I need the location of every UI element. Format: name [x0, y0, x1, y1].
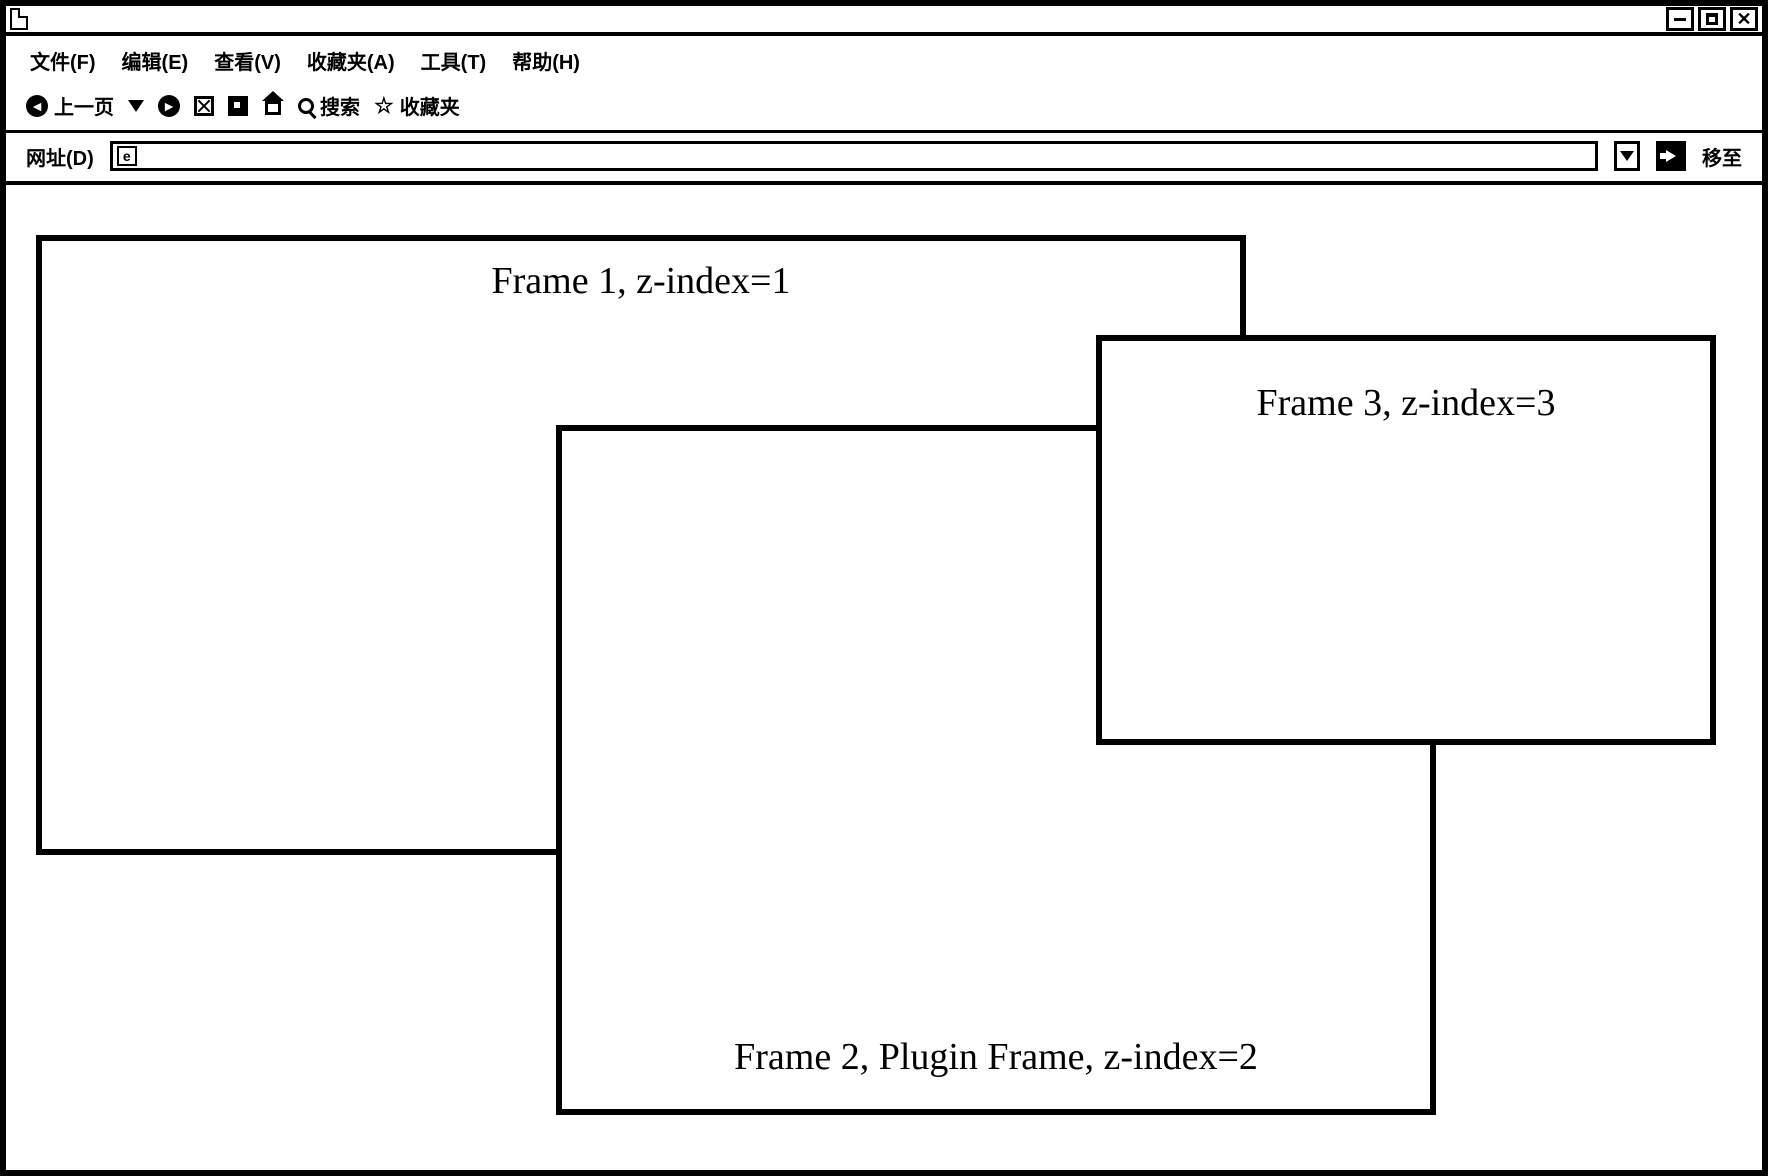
forward-button[interactable]: ► — [158, 95, 180, 117]
tool-bar: ◄ 上一页 ► 搜索 ☆ 收藏夹 — [6, 85, 1762, 133]
back-label: 上一页 — [54, 91, 114, 120]
stop-icon — [194, 96, 214, 116]
menu-favorites[interactable]: 收藏夹(A) — [307, 46, 395, 75]
favorites-button[interactable]: ☆ 收藏夹 — [374, 91, 460, 120]
back-button[interactable]: ◄ 上一页 — [26, 91, 114, 120]
stop-button[interactable] — [194, 96, 214, 116]
page-icon — [10, 8, 28, 30]
search-button[interactable]: 搜索 — [298, 91, 360, 120]
forward-icon: ► — [158, 95, 180, 117]
chevron-down-icon — [1620, 151, 1634, 161]
address-input[interactable] — [143, 144, 1591, 168]
address-label: 网址(D) — [26, 142, 94, 171]
menu-bar: 文件(F) 编辑(E) 查看(V) 收藏夹(A) 工具(T) 帮助(H) — [6, 36, 1762, 85]
frame-1-label: Frame 1, z-index=1 — [492, 260, 791, 302]
frame-2-label: Frame 2, Plugin Frame, z-index=2 — [734, 1035, 1258, 1079]
menu-file[interactable]: 文件(F) — [30, 46, 96, 75]
home-icon — [262, 97, 284, 115]
page-viewport: Frame 1, z-index=1 Frame 2, Plugin Frame… — [6, 185, 1762, 1167]
address-bar: 网址(D) e 移至 — [6, 133, 1762, 185]
menu-help[interactable]: 帮助(H) — [512, 46, 580, 75]
refresh-button[interactable] — [228, 96, 248, 116]
frame-3-label: Frame 3, z-index=3 — [1257, 382, 1556, 424]
maximize-button[interactable] — [1698, 7, 1726, 31]
menu-edit[interactable]: 编辑(E) — [122, 46, 189, 75]
star-icon: ☆ — [374, 93, 394, 119]
chevron-down-icon — [128, 100, 144, 112]
go-button[interactable] — [1656, 141, 1686, 171]
menu-view[interactable]: 查看(V) — [214, 46, 281, 75]
go-label: 移至 — [1702, 142, 1742, 171]
frame-3: Frame 3, z-index=3 — [1096, 335, 1716, 745]
back-icon: ◄ — [26, 95, 48, 117]
favorites-label: 收藏夹 — [400, 91, 460, 120]
search-icon — [298, 98, 314, 114]
window-controls: ✕ — [1666, 7, 1758, 31]
url-icon: e — [117, 146, 137, 166]
address-dropdown[interactable] — [1614, 141, 1640, 171]
minimize-button[interactable] — [1666, 7, 1694, 31]
close-button[interactable]: ✕ — [1730, 7, 1758, 31]
back-dropdown[interactable] — [128, 100, 144, 112]
browser-window: ✕ 文件(F) 编辑(E) 查看(V) 收藏夹(A) 工具(T) 帮助(H) ◄… — [0, 0, 1768, 1176]
title-left — [10, 8, 28, 30]
go-arrow-icon — [1666, 150, 1676, 162]
title-bar: ✕ — [6, 6, 1762, 36]
search-label: 搜索 — [320, 91, 360, 120]
menu-tools[interactable]: 工具(T) — [421, 46, 487, 75]
home-button[interactable] — [262, 97, 284, 115]
address-field[interactable]: e — [110, 141, 1598, 171]
refresh-icon — [228, 96, 248, 116]
